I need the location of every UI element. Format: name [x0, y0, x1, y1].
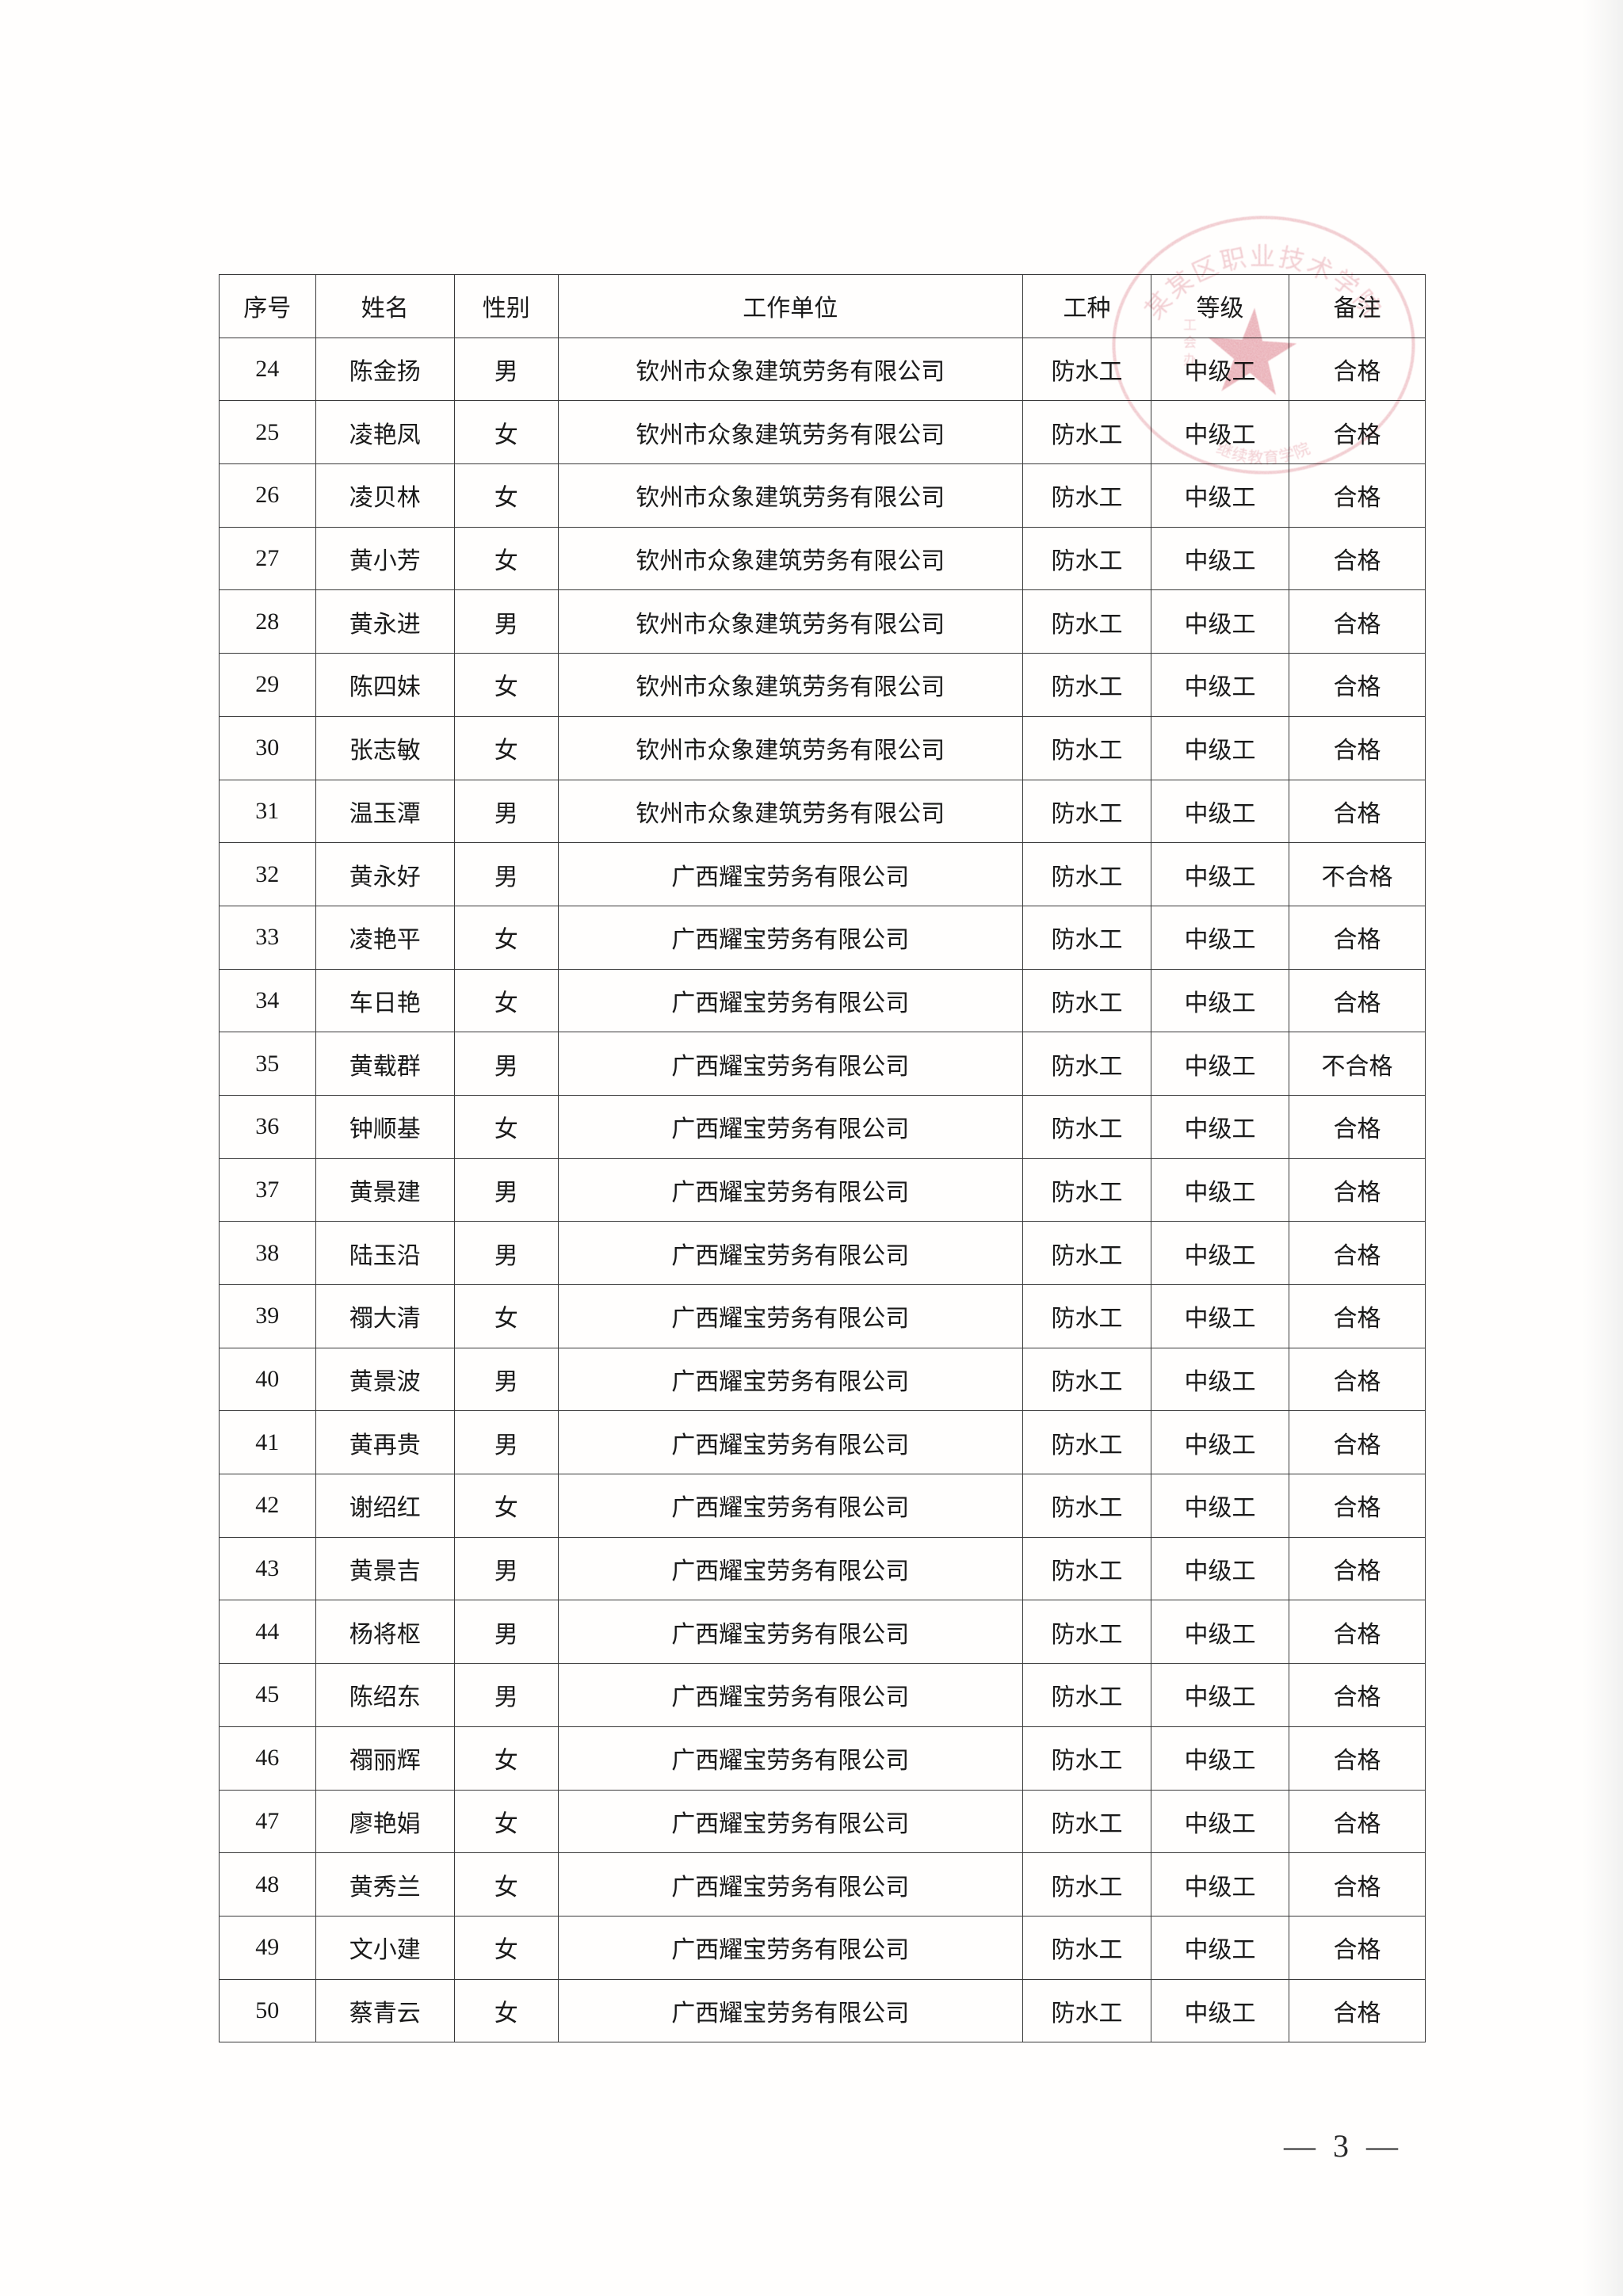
svg-text:办: 办 — [1183, 353, 1197, 368]
svg-text:工: 工 — [1183, 318, 1197, 333]
svg-text:会: 会 — [1183, 335, 1197, 350]
svg-text:某某区职业技术学院: 某某区职业技术学院 — [1140, 242, 1388, 325]
svg-text:继续教育学院: 继续教育学院 — [1214, 439, 1314, 467]
